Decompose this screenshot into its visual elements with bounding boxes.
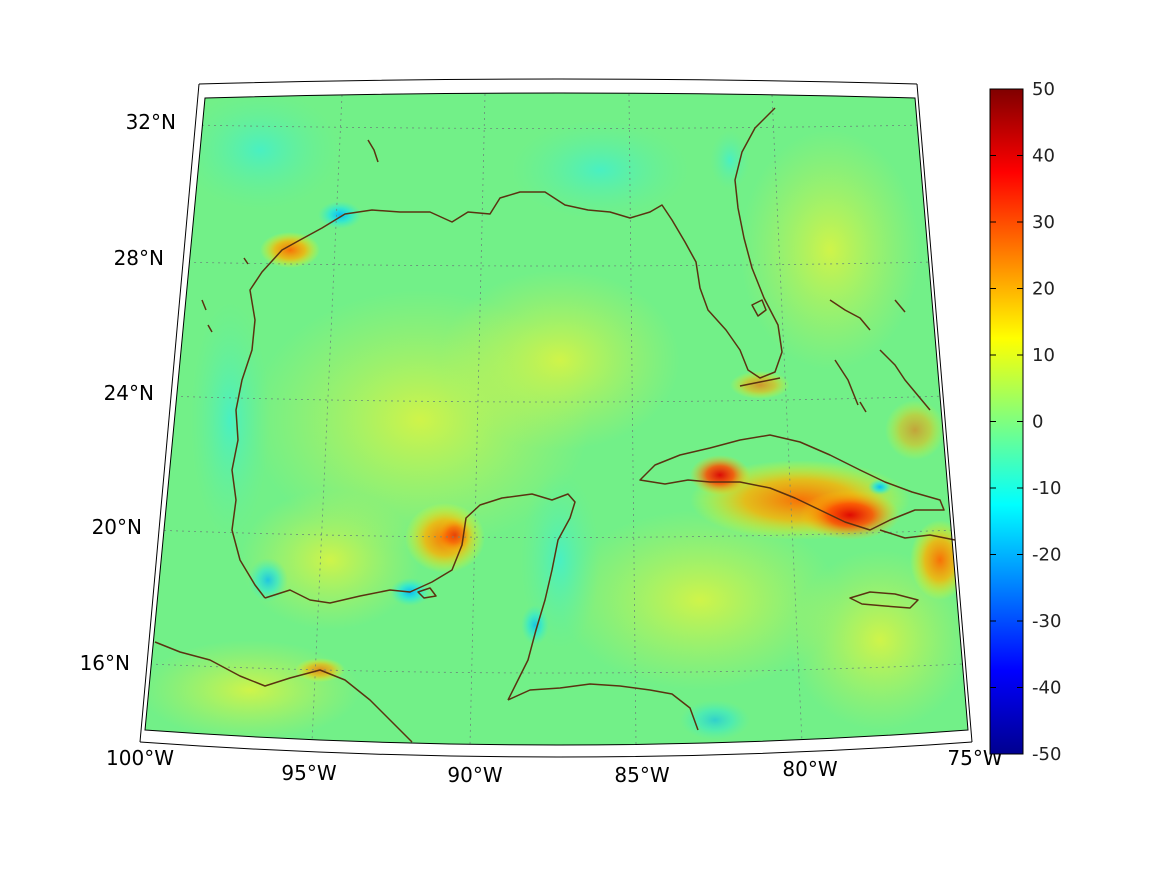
- lat-label-16n: 16°N: [80, 651, 130, 675]
- lon-label-90w: 90°W: [447, 763, 502, 787]
- pacific-coastline: [154, 641, 413, 743]
- colorbar-tick-label: 20: [1032, 279, 1055, 300]
- caribbean-coastline: [507, 683, 699, 731]
- jamaica-coastline: [849, 591, 919, 609]
- colorbar-tick-label: 50: [1032, 79, 1055, 100]
- map-frame: [144, 92, 969, 746]
- lat-label-28n: 28°N: [114, 246, 164, 270]
- colorbar-tick-label: -50: [1032, 744, 1061, 765]
- lat-label-24n: 24°N: [104, 381, 154, 405]
- graticule: [149, 93, 964, 745]
- colorbar-tick-label: -10: [1032, 478, 1061, 499]
- lat-label-20n: 20°N: [92, 515, 142, 539]
- colorbar-tick-label: -40: [1032, 678, 1061, 699]
- colorbar-tick-label: 40: [1032, 146, 1055, 167]
- lon-label-95w: 95°W: [281, 761, 336, 785]
- lon-label-100w: 100°W: [106, 746, 174, 770]
- lon-label-80w: 80°W: [782, 757, 837, 781]
- colorbar: 50 40 30 20 10 0 -10 -20 -30 -40 -50: [989, 79, 1061, 765]
- colorbar-tick-label: -30: [1032, 611, 1061, 632]
- data-field: [145, 93, 968, 745]
- colorbar-tick-label: -20: [1032, 545, 1061, 566]
- mexico-coastline: [264, 493, 576, 701]
- gulf-coastline: [231, 107, 783, 599]
- colorbar-tick-label: 0: [1032, 412, 1043, 433]
- coastlines: [154, 107, 956, 743]
- colorbar-tick-label: 30: [1032, 212, 1055, 233]
- lon-label-85w: 85°W: [614, 763, 669, 787]
- lat-label-32n: 32°N: [126, 110, 176, 134]
- bahamas-coastline: [829, 299, 931, 413]
- colorbar-tick-label: 10: [1032, 345, 1055, 366]
- cuba-coastline: [639, 434, 945, 531]
- hispaniola-coastline: [879, 529, 956, 541]
